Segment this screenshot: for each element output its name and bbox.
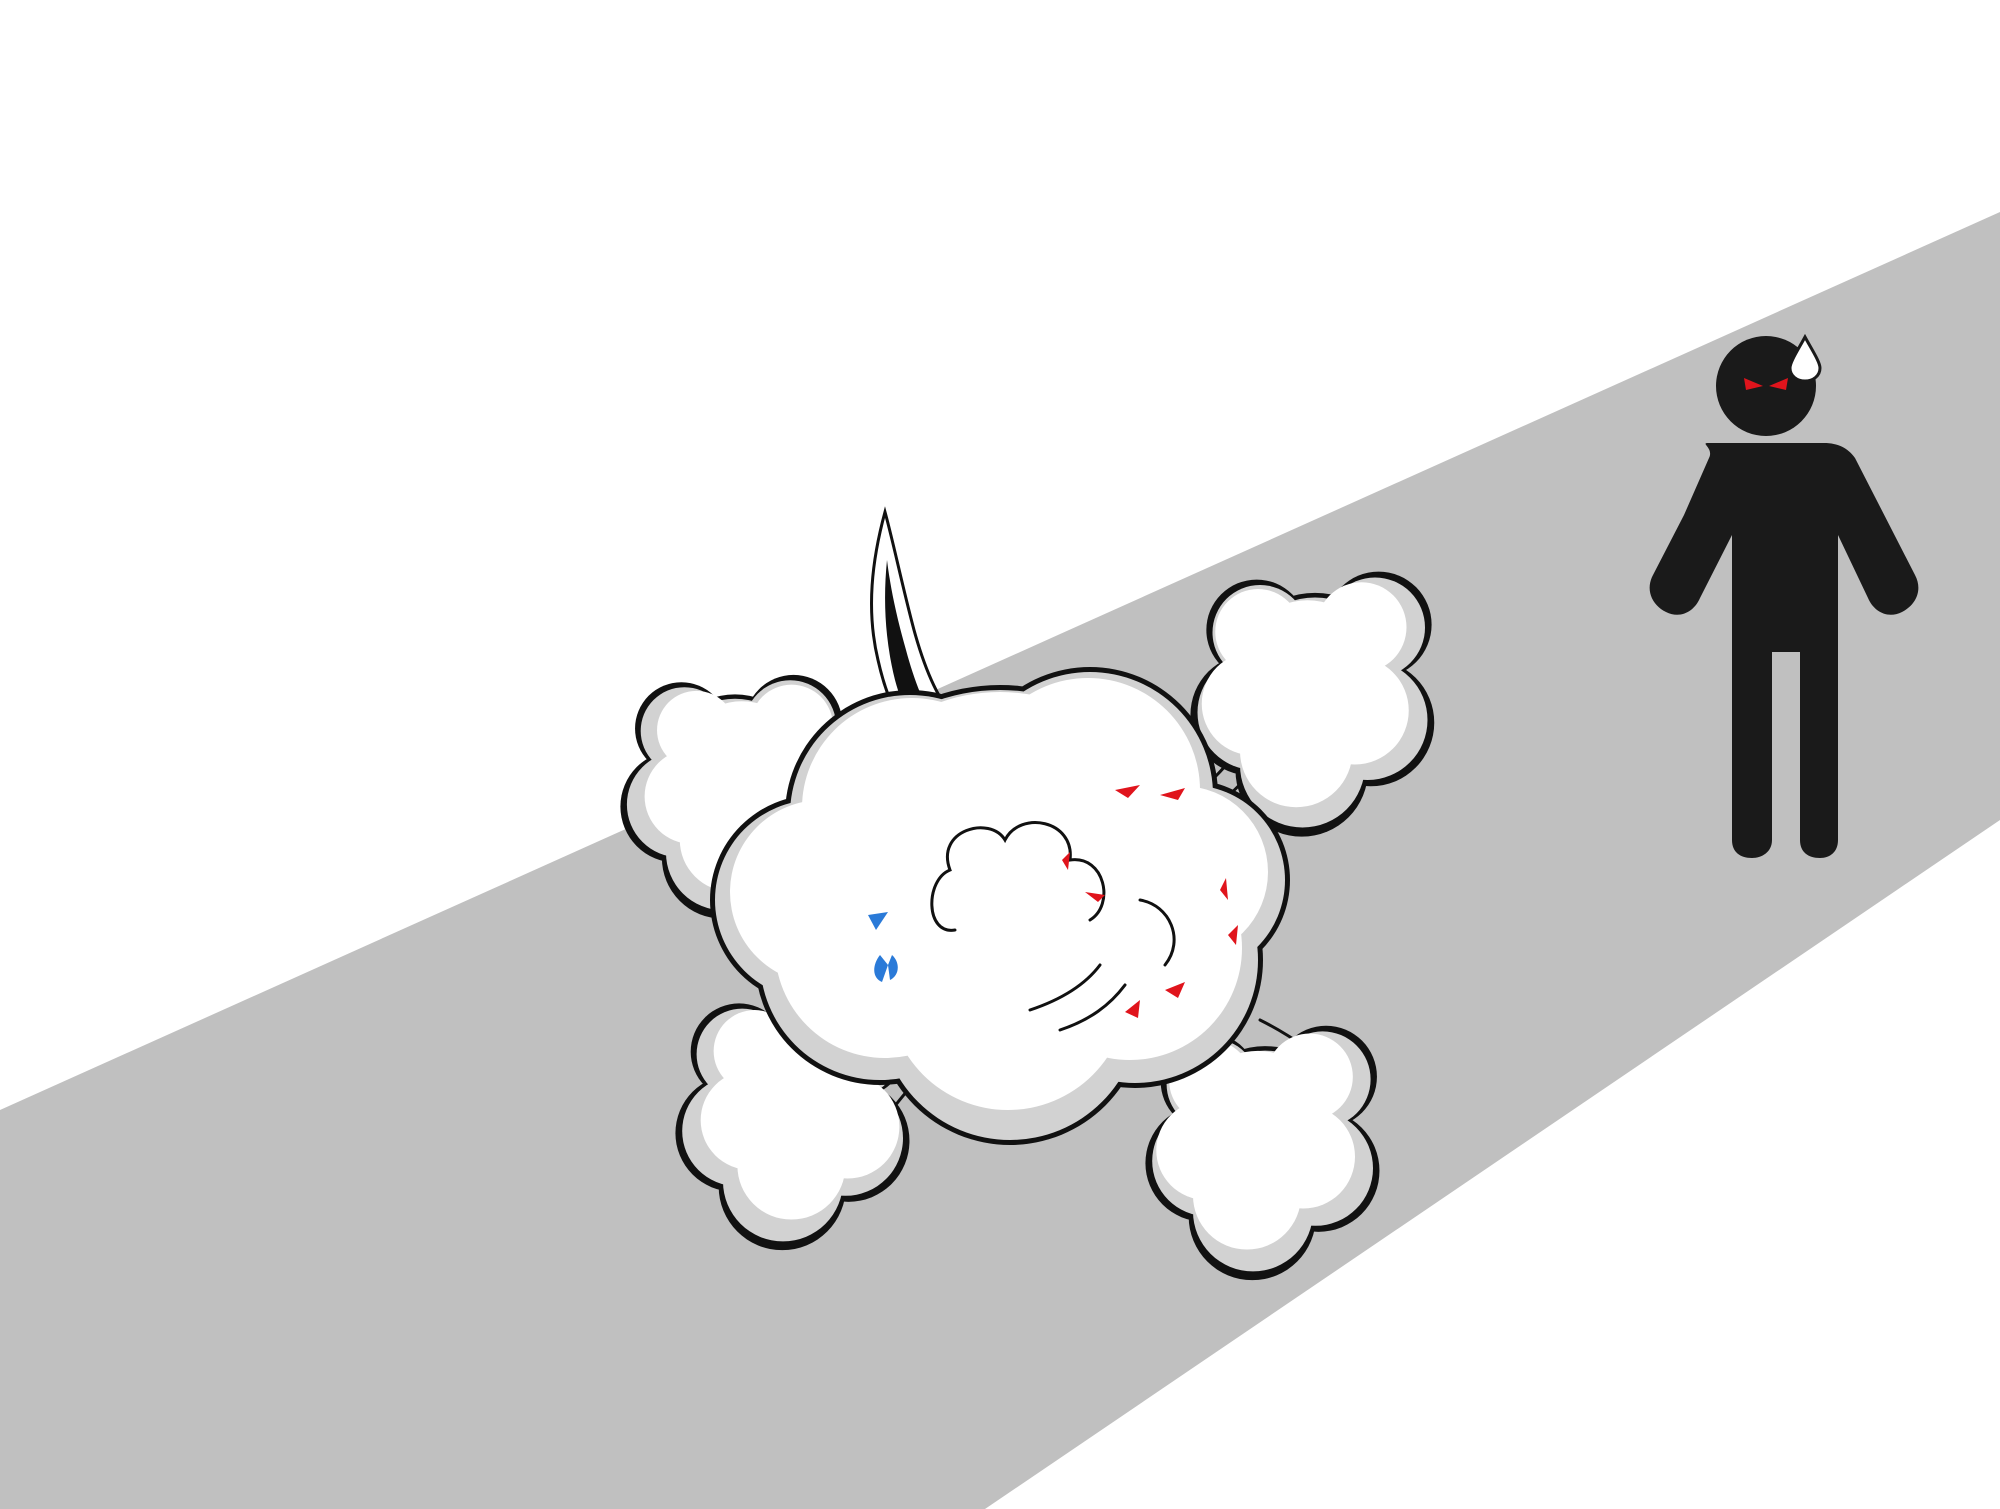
figure-body bbox=[1649, 443, 1919, 858]
brawl-eyes-right bbox=[1062, 785, 1238, 1018]
figure-angry-eyes bbox=[1744, 378, 1788, 390]
sweat-drop-icon bbox=[1788, 333, 1822, 383]
puff-center bbox=[710, 667, 1290, 1145]
fight-dust-cloud bbox=[620, 571, 1435, 1281]
brawl-eyes-left bbox=[868, 912, 898, 982]
